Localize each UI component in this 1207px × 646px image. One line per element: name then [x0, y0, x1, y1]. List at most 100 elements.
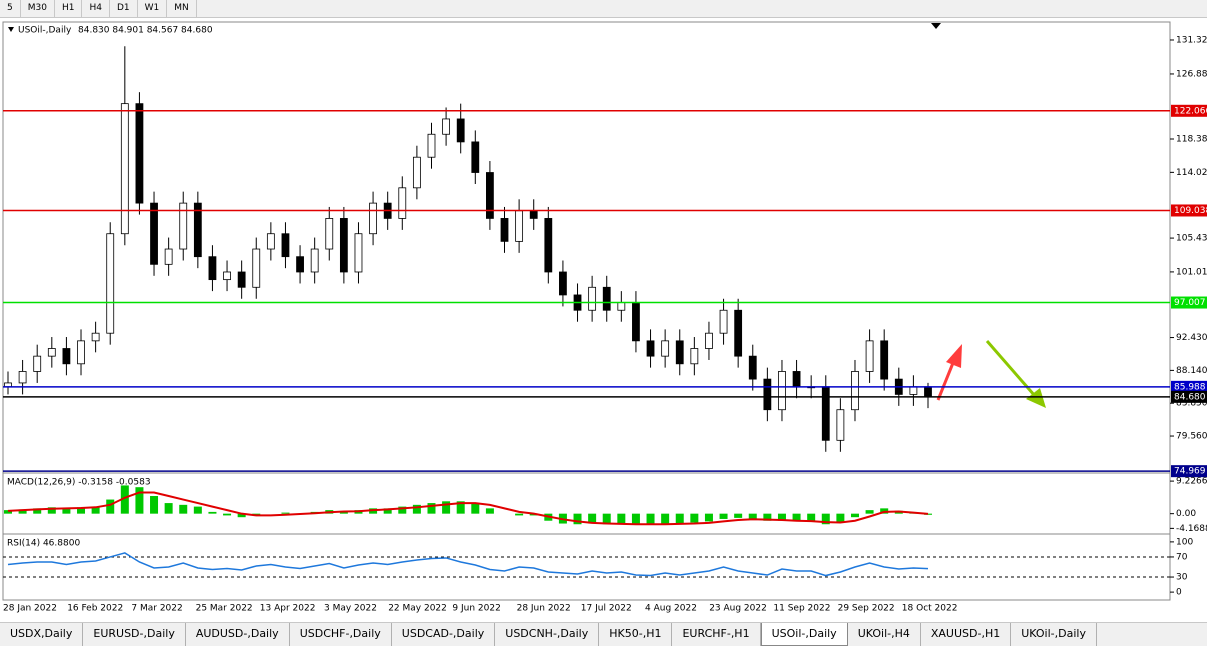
symbol-tab[interactable]: USDCNH-,Daily	[495, 623, 600, 646]
level-label: 74.969	[1174, 467, 1206, 477]
x-tick-label: 28 Jan 2022	[3, 604, 57, 614]
candle-body	[223, 271, 231, 281]
symbol-tab[interactable]: USDX,Daily	[0, 623, 84, 646]
macd-bar	[924, 513, 932, 515]
macd-bar	[62, 508, 71, 514]
candle-body	[412, 156, 421, 189]
macd-bar	[442, 501, 451, 514]
macd-bar	[33, 508, 42, 514]
y-tick-label: 105.430	[1176, 234, 1207, 244]
x-tick-label: 16 Feb 2022	[67, 604, 123, 614]
timeframe-button[interactable]: 5	[0, 0, 21, 17]
candle-body	[851, 371, 859, 411]
candle-body	[500, 218, 509, 242]
candle-body	[544, 218, 553, 273]
level-label-box	[1171, 390, 1207, 403]
symbol-tab[interactable]: EURUSD-,Daily	[83, 623, 186, 646]
chart-title: USOil-,Daily	[18, 26, 72, 36]
symbol-tab[interactable]: USDCAD-,Daily	[392, 623, 496, 646]
macd-bar	[850, 513, 859, 518]
candle-body	[675, 340, 684, 365]
macd-bar	[675, 513, 684, 524]
candle-body	[661, 340, 670, 357]
candle-body	[325, 218, 334, 250]
candle-body	[77, 340, 85, 365]
forecast-up-arrow	[936, 344, 962, 401]
timeframe-button[interactable]: W1	[138, 0, 168, 17]
x-tick-label: 29 Sep 2022	[838, 604, 895, 614]
symbol-tab[interactable]: EURCHF-,H1	[672, 623, 761, 646]
macd-label: MACD(12,26,9) -0.3158 -0.0583	[7, 478, 151, 488]
y-tick-label: 126.880	[1176, 69, 1207, 79]
y-tick-label: 9.2266	[1176, 477, 1207, 487]
symbol-tabs: USDX,Daily EURUSD-,Daily AUDUSD-,Daily USDC…	[0, 622, 1207, 646]
ohlc-header: 84.830 84.901 84.567 84.680	[78, 26, 213, 36]
candle-body	[924, 386, 932, 398]
timeframe-button[interactable]: H1	[55, 0, 83, 17]
timeframe-button[interactable]: H4	[82, 0, 110, 17]
symbol-tab[interactable]: AUDUSD-,Daily	[186, 623, 290, 646]
menu-marker	[8, 27, 14, 32]
level-label: 85.988	[1174, 382, 1206, 392]
candle-body	[559, 271, 567, 296]
candle-body	[427, 133, 436, 158]
macd-bar	[719, 513, 728, 519]
x-tick-label: 4 Aug 2022	[645, 604, 697, 614]
candle-body	[602, 286, 611, 311]
symbol-tab[interactable]: UKOil-,Daily	[1011, 623, 1097, 646]
timeframe-button[interactable]: D1	[110, 0, 138, 17]
timeframe-button[interactable]: M30	[21, 0, 55, 17]
macd-bar	[77, 507, 86, 514]
candle-body	[47, 348, 56, 357]
x-tick-label: 25 Mar 2022	[196, 604, 253, 614]
x-tick-label: 18 Oct 2022	[902, 604, 958, 614]
x-tick-label: 7 Mar 2022	[131, 604, 182, 614]
candle-body	[471, 141, 480, 173]
x-tick-label: 17 Jul 2022	[581, 604, 632, 614]
timeframe-button[interactable]: MN	[167, 0, 197, 17]
macd-bar	[865, 510, 874, 514]
symbol-tab[interactable]: HK50-,H1	[599, 623, 673, 646]
level-label-box	[1171, 465, 1207, 478]
rsi-line	[7, 552, 929, 577]
candle-body	[354, 233, 363, 273]
level-label: 122.066	[1174, 106, 1207, 116]
macd-bar	[836, 513, 845, 523]
candle-body	[106, 233, 115, 334]
macd-bar	[821, 513, 830, 525]
candle-body	[748, 355, 757, 380]
macd-bar	[223, 513, 232, 516]
y-tick-label: 0.00	[1176, 509, 1196, 519]
y-tick-label: 79.560	[1176, 432, 1207, 442]
macd-bar	[106, 499, 115, 514]
candle-body	[705, 332, 713, 349]
macd-bar	[164, 503, 173, 514]
level-label: 97.007	[1174, 298, 1206, 308]
x-tick-label: 3 May 2022	[324, 604, 377, 614]
chart: USOil-,Daily 84.830 84.901 84.567 84.680…	[2, 21, 1207, 614]
macd-bar	[179, 504, 188, 514]
candle-body	[135, 103, 144, 204]
candle-body	[164, 248, 173, 265]
y-tick-label: 118.380	[1176, 134, 1207, 144]
macd-bar	[471, 503, 480, 514]
macd-bar	[120, 485, 129, 514]
macd-bar	[573, 513, 582, 525]
candle-body	[442, 118, 450, 135]
symbol-tab[interactable]: UKOil-,H4	[848, 623, 921, 646]
macd-bar	[18, 509, 27, 514]
x-tick-label: 9 Jun 2022	[452, 604, 500, 614]
candle-body	[865, 340, 874, 372]
candle-body	[821, 386, 830, 441]
candle-body	[646, 340, 655, 357]
macd-bar	[588, 513, 597, 524]
candle-body	[617, 302, 626, 311]
macd-bar	[47, 507, 56, 514]
symbol-tab[interactable]: USDCHF-,Daily	[290, 623, 392, 646]
candle-body	[18, 371, 27, 384]
y-tick-label: 88.140	[1176, 366, 1207, 376]
candle-body	[310, 248, 319, 273]
symbol-tab[interactable]: XAUUSD-,H1	[921, 623, 1012, 646]
macd-bar	[412, 504, 421, 514]
symbol-tab[interactable]: USOil-,Daily	[760, 623, 848, 646]
